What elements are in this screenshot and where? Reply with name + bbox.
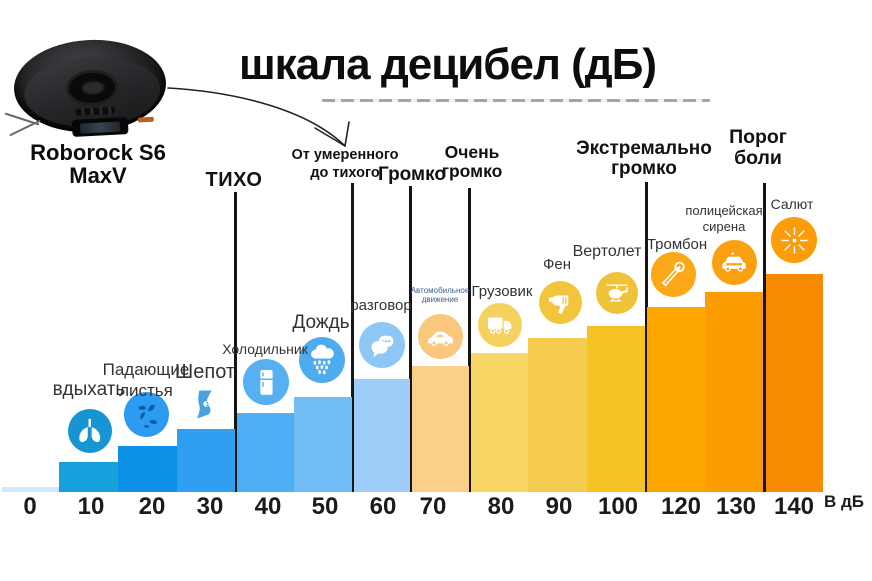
refrigerator-icon (243, 359, 289, 405)
truck-icon (478, 303, 522, 347)
camera-sensor-window (71, 117, 129, 137)
label-rain: Дождь (292, 312, 350, 333)
label-trombone: Тромбон (646, 236, 708, 253)
zone-line-very-loud (468, 188, 471, 492)
tick-30: 30 (196, 493, 224, 520)
zone-label-quiet: ТИХО (205, 169, 263, 191)
hair-dryer-icon (539, 281, 582, 324)
side-brush (9, 119, 41, 137)
label-inhale: вдыхать (52, 379, 126, 400)
tick-130: 130 (715, 493, 757, 520)
zone-label-moderate: От умеренного до тихого (291, 147, 399, 181)
device-name-line1: Roborock S6 (30, 140, 166, 165)
axis-unit-label: В дБ (824, 492, 865, 511)
bar-120db (647, 307, 705, 492)
tick-60: 60 (369, 493, 397, 520)
tick-80: 80 (487, 493, 515, 520)
trombone-icon (651, 252, 696, 297)
zone-line-moderate (351, 183, 354, 492)
bar-30db (177, 429, 235, 492)
zone-label-pain-threshold: Порог боли (729, 126, 787, 169)
bar-90db (528, 338, 587, 492)
helicopter-icon (596, 272, 638, 314)
whisper-icon (181, 381, 227, 427)
bar-50db (294, 397, 352, 492)
bar-130db (705, 292, 763, 492)
zone-line-pain-threshold (763, 183, 766, 492)
falling-leaves-icon (124, 392, 169, 437)
tick-10: 10 (77, 493, 105, 520)
rain-icon (299, 337, 345, 383)
bar-60db (354, 379, 410, 492)
bar-20db (118, 446, 177, 492)
tick-140: 140 (773, 493, 815, 520)
tick-90: 90 (545, 493, 573, 520)
tick-0: 0 (23, 493, 37, 520)
page-title: шкала децибел (дБ) (239, 40, 657, 89)
tick-100: 100 (597, 493, 639, 520)
tick-40: 40 (254, 493, 282, 520)
zone-label-loud: Громко (378, 164, 446, 185)
zone-label-extremely-loud: Экстремально громко (576, 138, 712, 179)
label-whisper: Шепот (174, 361, 236, 383)
zone-label-very-loud: Очень громко (441, 142, 503, 181)
tick-50: 50 (311, 493, 339, 520)
label-car-traffic: Автомобильное движение (410, 286, 470, 304)
bar-80db (471, 353, 528, 492)
label-refrigerator: Холодильник (222, 341, 308, 357)
zone-line-extremely-loud (645, 182, 648, 492)
bar-40db (237, 413, 294, 492)
device-name: Roborock S6 MaxV (18, 141, 178, 187)
bar-0db (2, 487, 59, 492)
label-conversation: разговор (350, 297, 412, 314)
label-truck: Грузовик (471, 283, 533, 300)
roborock-logo (137, 116, 154, 123)
zone-line-loud (409, 186, 412, 492)
fireworks-icon (771, 217, 817, 263)
bar-140db (766, 274, 823, 492)
police-siren-icon (712, 240, 757, 285)
label-helicopter: Вертолет (572, 243, 642, 260)
car-traffic-icon (418, 314, 463, 359)
zone-line-quiet (234, 192, 237, 492)
device-name-line2: MaxV (69, 163, 127, 188)
bar-70db (412, 366, 469, 492)
label-fireworks: Салют (770, 196, 814, 212)
bar-100db (587, 326, 645, 492)
title-underline (322, 99, 710, 102)
pointer-arrow (167, 87, 350, 147)
conversation-icon (359, 322, 405, 368)
label-hair-dryer: Фен (542, 256, 572, 273)
lungs-icon (68, 409, 112, 453)
label-police-siren: полицейская сирена (685, 203, 763, 234)
tick-120: 120 (660, 493, 702, 520)
label-falling-leaves: Падающие листья (102, 360, 190, 400)
bar-10db (59, 462, 118, 492)
robot-vacuum-image (4, 28, 174, 140)
tick-20: 20 (138, 493, 166, 520)
tick-70: 70 (419, 493, 447, 520)
